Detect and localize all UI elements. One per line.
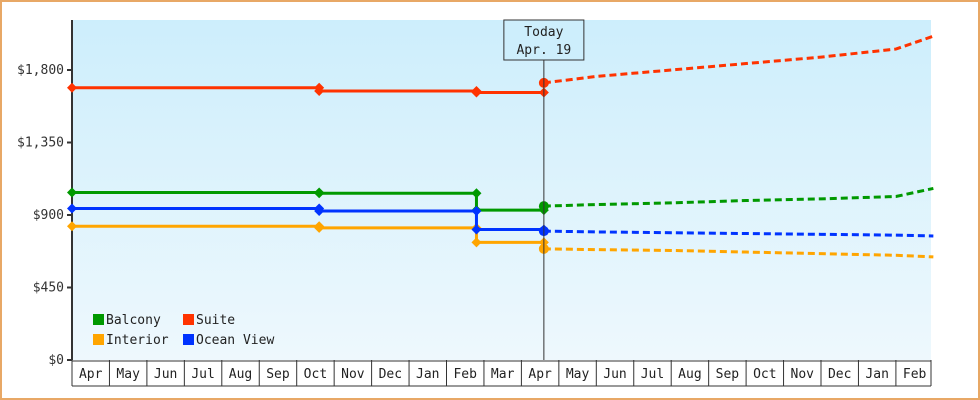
x-tick-label: Jun [154,367,177,382]
y-axis: $0 $450 $900 $1,350 $1,800 [17,20,73,368]
x-tick-label: Jul [191,367,214,382]
series-suite [67,34,934,98]
legend-item-suite: Suite [183,313,235,328]
today-label: Today [524,25,563,40]
x-tick-label: Mar [491,367,515,382]
y-tick-label: $1,800 [17,63,64,78]
x-tick-label: Jun [603,367,626,382]
x-tick-label: Oct [304,367,327,382]
x-tick-label: Jan [416,367,439,382]
y-tick-label: $1,350 [17,136,64,151]
today-date: Apr. 19 [516,43,571,58]
x-tick-label: Dec [379,367,402,382]
x-tick-label: Sep [266,367,290,382]
x-tick-label: Aug [229,367,252,382]
legend-item-ocean-view: Ocean View [183,333,274,348]
legend-label: Interior [106,333,169,348]
today-marker: Today Apr. 19 [503,19,585,360]
x-tick-label: Apr [79,367,103,382]
x-tick-label: Jan [865,367,888,382]
x-tick-label: May [116,367,140,382]
series-balcony [67,186,934,216]
x-tick-label: Dec [828,367,851,382]
legend-item-balcony: Balcony [93,313,161,328]
x-tick-label: Nov [791,367,815,382]
legend: Balcony Suite Interior Ocean View [93,313,274,348]
x-tick-label: Feb [453,367,477,382]
x-tick-label: Aug [678,367,701,382]
x-tick-label: Feb [903,367,927,382]
x-tick-label: May [566,367,590,382]
x-tick-label: Jul [641,367,664,382]
series-layer [67,34,934,259]
legend-swatch [93,314,104,325]
x-tick-label: Nov [341,367,365,382]
plot-area [72,20,931,360]
x-tick-label: Sep [716,367,740,382]
y-tick-label: $900 [33,208,64,223]
legend-swatch [183,334,194,345]
y-tick-label: $0 [48,353,64,368]
legend-label: Suite [196,313,235,328]
legend-swatch [93,334,104,345]
legend-item-interior: Interior [93,333,169,348]
legend-swatch [183,314,194,325]
y-tick-label: $450 [33,281,64,296]
legend-label: Balcony [106,313,161,328]
legend-label: Ocean View [196,333,274,348]
x-tick-label: Oct [753,367,776,382]
series-ocean-view [67,203,934,238]
x-tick-label: Apr [528,367,552,382]
x-axis: Apr May Jun Jul Aug Sep Oct Nov Dec Jan Feb Mar Apr M… [71,360,932,387]
